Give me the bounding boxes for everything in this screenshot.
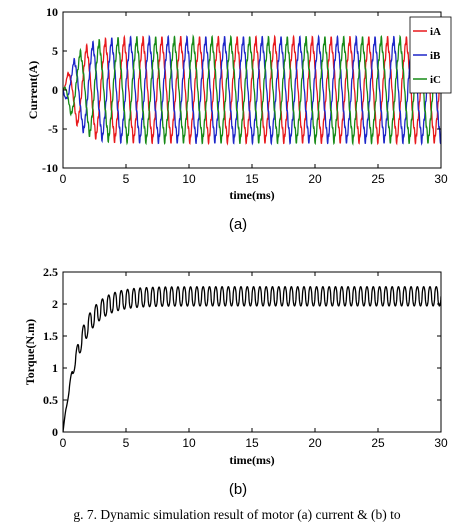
legend-label-iC: iC xyxy=(430,74,441,86)
x-tick-label: 25 xyxy=(371,436,385,450)
legend-label-iB: iB xyxy=(430,50,441,62)
y-tick-label: 0 xyxy=(52,425,58,439)
y-tick-label: 1.5 xyxy=(43,329,58,343)
torque-x-ticks: 0 5 10 15 20 25 30 xyxy=(60,272,448,450)
y-tick-label: 5 xyxy=(52,44,58,58)
x-tick-label: 5 xyxy=(123,436,130,450)
figure-caption: g. 7. Dynamic simulation result of motor… xyxy=(73,507,401,522)
y-tick-label: 10 xyxy=(46,5,58,19)
torque-x-axis-label: time(ms) xyxy=(229,453,274,467)
y-tick-label: 2 xyxy=(52,297,58,311)
torque-chart: 0 5 10 15 20 25 30 0 0.5 1 1.5 2 2.5 time(ms) Torqu… xyxy=(23,265,448,498)
series-line-iC xyxy=(63,34,441,146)
y-tick-label: 1 xyxy=(52,361,58,375)
y-tick-label: 0.5 xyxy=(43,393,58,407)
x-tick-label: 20 xyxy=(308,172,322,186)
y-tick-label: 0 xyxy=(52,83,58,97)
x-tick-label: 20 xyxy=(308,436,322,450)
x-tick-label: 30 xyxy=(434,436,448,450)
panel-label-a: (a) xyxy=(229,216,247,233)
x-tick-label: 5 xyxy=(123,172,130,186)
x-tick-label: 15 xyxy=(245,172,259,186)
series-line-torque xyxy=(63,286,441,432)
x-tick-label: 15 xyxy=(245,436,259,450)
x-tick-label: 10 xyxy=(182,172,196,186)
current-series-lines xyxy=(63,34,441,146)
current-y-ticks: -10 -5 0 5 10 xyxy=(42,5,441,175)
panel-label-b: (b) xyxy=(229,481,247,498)
y-tick-label: -10 xyxy=(42,161,58,175)
y-tick-label: 2.5 xyxy=(43,265,58,279)
series-line-iA xyxy=(63,34,441,146)
torque-y-ticks: 0 0.5 1 1.5 2 2.5 xyxy=(43,265,441,439)
current-chart: 0 5 10 15 20 25 30 -10 -5 0 5 10 time(ms) Current(… xyxy=(26,5,452,233)
x-tick-label: 25 xyxy=(371,172,385,186)
current-x-axis-label: time(ms) xyxy=(229,188,274,202)
current-y-axis-label: Current(A) xyxy=(26,61,40,119)
torque-y-axis-label: Torque(N.m) xyxy=(23,319,37,385)
y-tick-label: -5 xyxy=(48,122,58,136)
x-tick-label: 30 xyxy=(434,172,448,186)
current-x-ticks: 0 5 10 15 20 25 30 xyxy=(60,12,448,186)
legend-label-iA: iA xyxy=(430,26,441,38)
x-tick-label: 0 xyxy=(60,172,67,186)
current-legend: iA iB iC xyxy=(409,16,452,94)
x-tick-label: 10 xyxy=(182,436,196,450)
x-tick-label: 0 xyxy=(60,436,67,450)
torque-series-line xyxy=(63,286,441,432)
